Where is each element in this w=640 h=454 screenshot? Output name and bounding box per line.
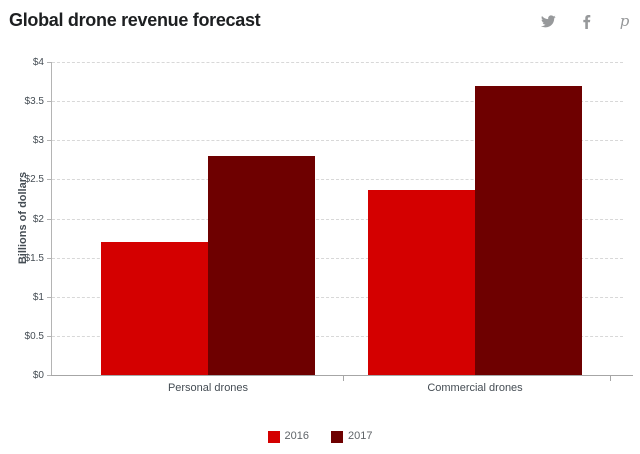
gridline-2.5 (52, 179, 623, 181)
gridline-1.5 (52, 257, 623, 259)
page-title: Global drone revenue forecast (9, 10, 261, 30)
y-tick-$1.5 (47, 257, 51, 259)
y-tick-label-$2: $2 (32, 213, 44, 225)
y-tick-$0.5 (47, 335, 51, 337)
chart-legend: 2016 2017 (0, 430, 640, 443)
category-label-commercial-drones: Commercial drones (427, 382, 523, 394)
gridline-1 (52, 296, 623, 298)
y-tick-$2.5 (47, 179, 51, 181)
legend-item-2016: 2016 (267, 430, 309, 443)
twitter-icon[interactable] (541, 14, 556, 29)
y-tick-$2 (47, 218, 51, 220)
y-tick-label-$1.5: $1.5 (24, 252, 44, 264)
y-axis-line (51, 62, 52, 375)
bar-chart: Billions of dollars $0 $0.5 $1 $1.5 $2 $2.5 $3 $… (17, 57, 633, 394)
share-buttons: p (541, 14, 632, 29)
gridline-3 (52, 140, 623, 142)
legend-swatch-2017 (331, 430, 343, 443)
gridline-4 (52, 62, 623, 63)
facebook-icon[interactable] (579, 14, 594, 29)
bar-commercial-drones-2017[interactable] (475, 86, 582, 375)
x-axis-tick-0 (343, 375, 344, 381)
legend-label-2016: 2016 (284, 430, 309, 442)
bar-personal-drones-2016[interactable] (101, 241, 208, 375)
x-axis-tick-1 (610, 375, 611, 381)
gridline-0.5 (52, 335, 623, 337)
y-tick-$4 (47, 62, 51, 63)
gridline-2 (52, 218, 623, 220)
y-tick-label-$0.5: $0.5 (24, 330, 44, 342)
y-tick-$3.5 (47, 101, 51, 103)
legend-label-2017: 2017 (348, 430, 373, 442)
y-tick-label-$3.5: $3.5 (24, 96, 44, 108)
bar-commercial-drones-2016[interactable] (368, 190, 475, 375)
y-tick-$0 (47, 375, 51, 376)
category-label-personal-drones: Personal drones (167, 382, 249, 394)
y-tick-$3 (47, 140, 51, 142)
y-tick-label-$1: $1 (32, 291, 44, 303)
bar-personal-drones-2017[interactable] (208, 155, 315, 375)
y-tick-label-$2.5: $2.5 (24, 174, 44, 186)
y-tick-label-$0: $0 (32, 370, 44, 381)
legend-swatch-2016 (267, 430, 280, 443)
y-tick-label-$3: $3 (32, 135, 44, 147)
y-tick-label-$4: $4 (32, 57, 44, 68)
y-tick-$1 (47, 296, 51, 298)
x-axis-line (51, 375, 633, 376)
gridline-3.5 (52, 101, 623, 103)
legend-item-2017: 2017 (331, 430, 372, 443)
pinterest-icon[interactable]: p (619, 12, 630, 30)
